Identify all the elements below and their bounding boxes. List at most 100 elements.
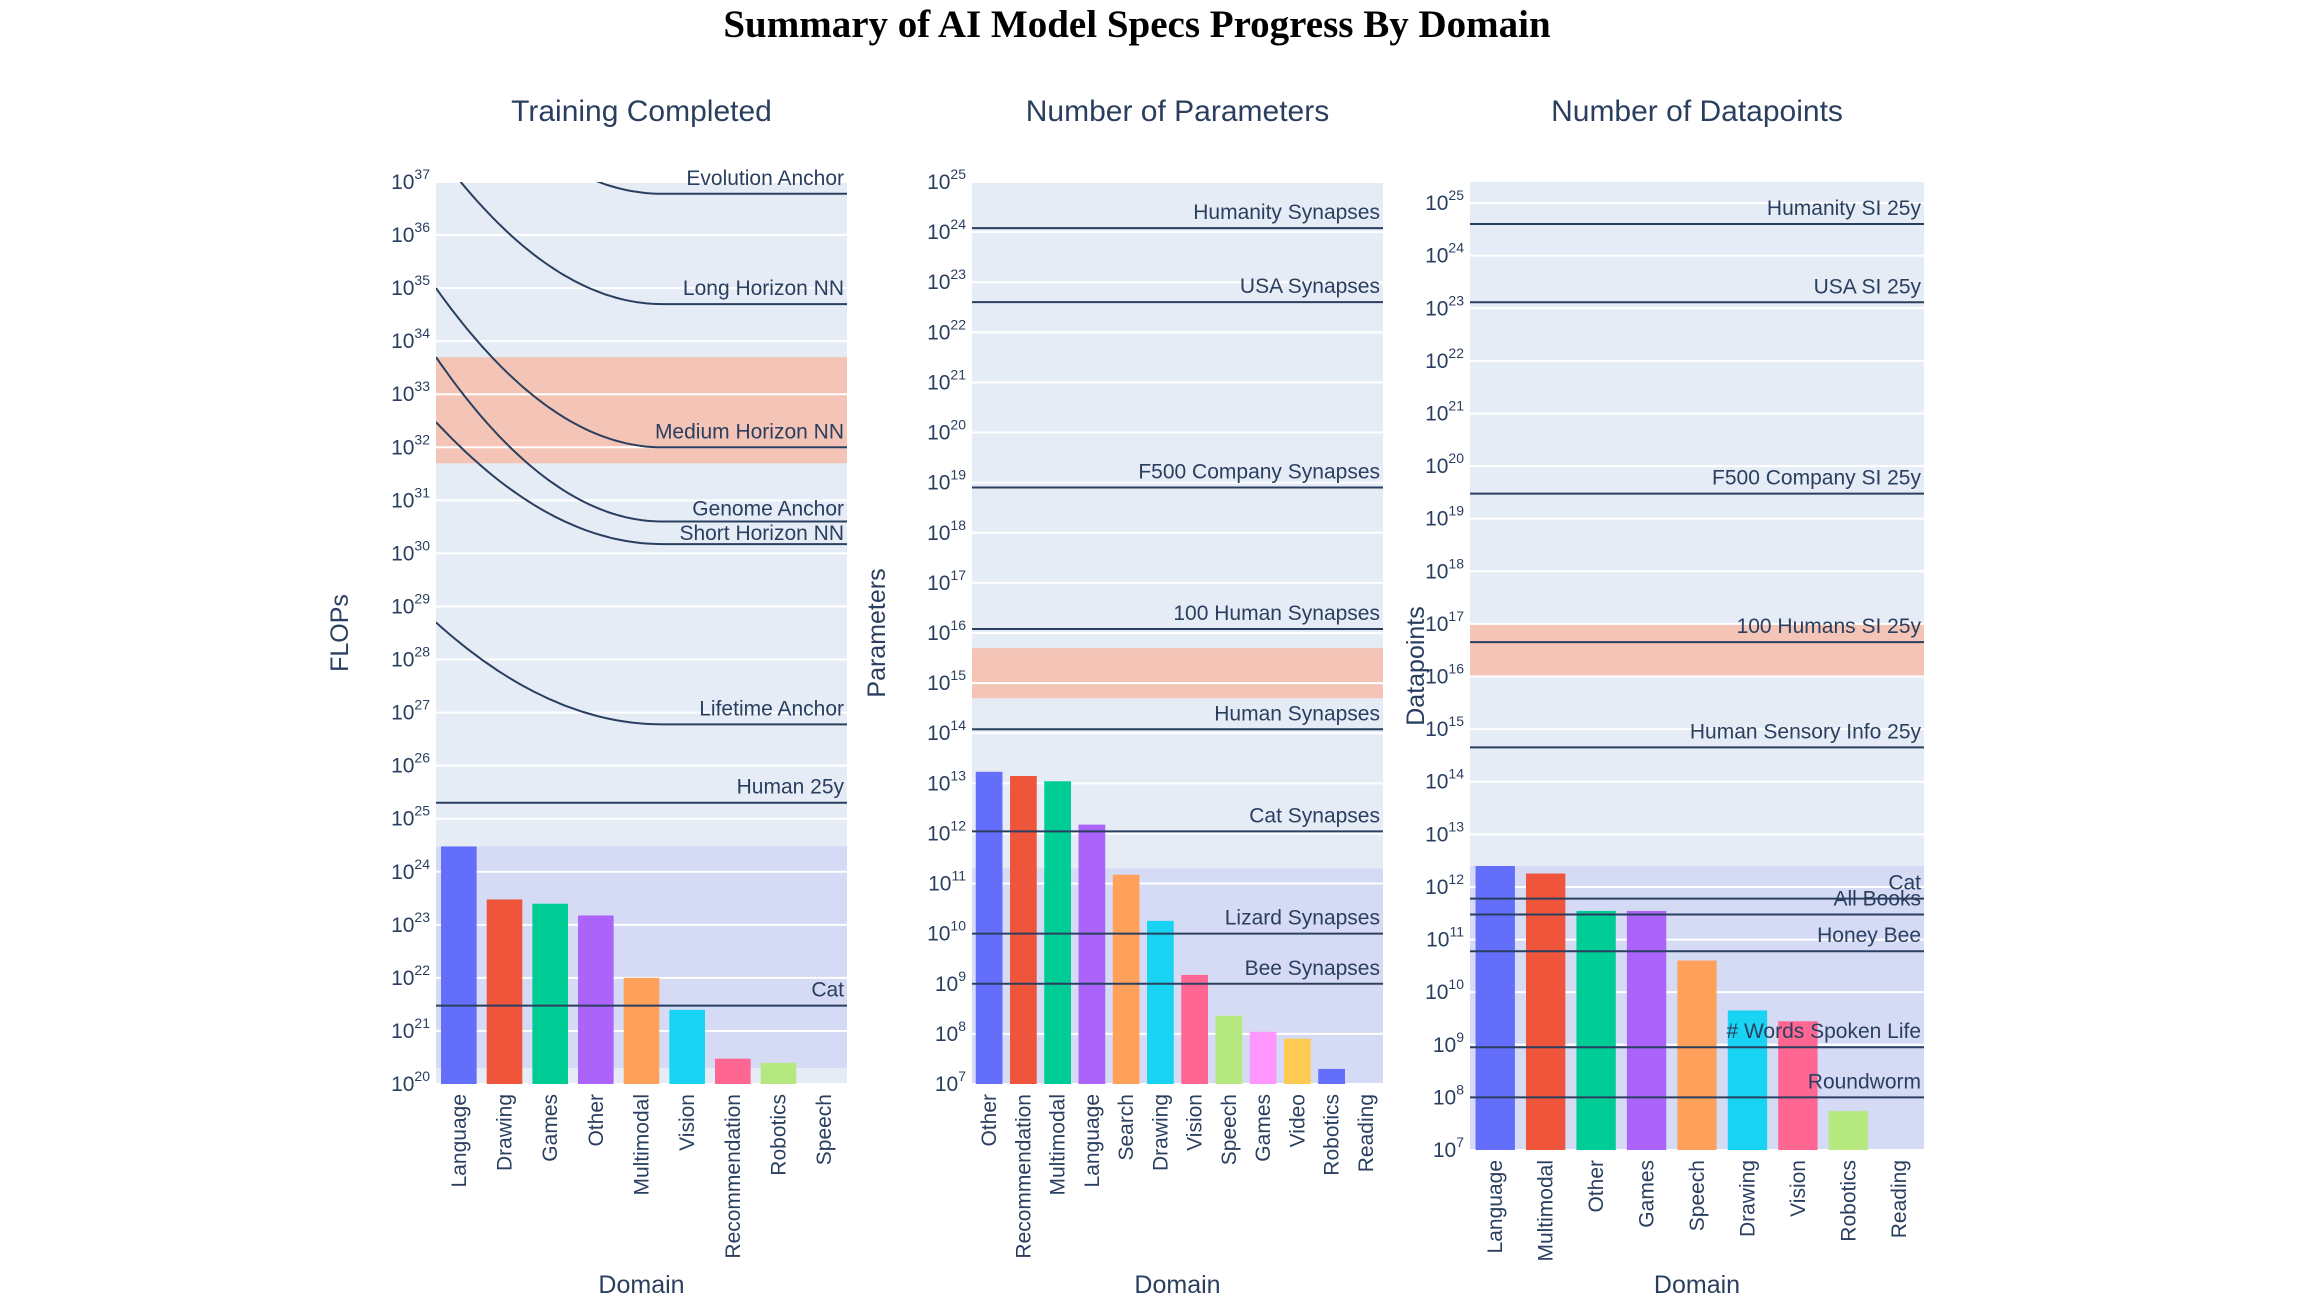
- curve-label: Medium Horizon NN: [655, 420, 844, 443]
- y-tick-label: 1025: [1425, 187, 1464, 215]
- bar-drawing: [486, 899, 523, 1084]
- y-tick-label: 1018: [1425, 555, 1464, 583]
- y-tick-label: 1023: [391, 909, 430, 937]
- anchor-curve: [436, 621, 847, 726]
- x-axis-title: Domain: [1654, 1271, 1740, 1299]
- y-tick-label: 1026: [391, 750, 430, 778]
- y-tick-label: 1019: [1425, 503, 1464, 531]
- bar-recommendation: [1010, 776, 1037, 1084]
- y-tick-label: 1037: [391, 166, 430, 194]
- bar-robotics: [1318, 1068, 1345, 1084]
- x-tick-label: Vision: [1184, 1094, 1207, 1151]
- y-tick-label: 1013: [927, 767, 966, 795]
- chart-panel-1: 1020 1021 1022 1023 1024 1025 1026 1027 1028 1029…: [326, 95, 847, 1299]
- reference-label: Lizard Synapses: [1225, 907, 1380, 930]
- bar-games: [1626, 910, 1667, 1150]
- reference-label: Humanity Synapses: [1193, 201, 1380, 224]
- reference-label: USA Synapses: [1240, 275, 1380, 298]
- anchor-curve: [436, 287, 847, 449]
- x-axis-title: Domain: [598, 1271, 684, 1299]
- y-tick-label: 1036: [391, 219, 430, 247]
- bar-other: [1576, 910, 1616, 1150]
- x-tick-label: Language: [1484, 1160, 1507, 1253]
- reference-label: F500 Company Synapses: [1138, 461, 1380, 484]
- reference-label: Honey Bee: [1817, 924, 1921, 947]
- shaded-band: [972, 648, 1383, 699]
- x-tick-label: Games: [539, 1094, 562, 1162]
- y-tick-label: 1027: [391, 697, 430, 725]
- x-tick-label: Games: [1636, 1160, 1659, 1228]
- bar-drawing: [1147, 920, 1174, 1084]
- x-tick-label: Multimodal: [631, 1094, 654, 1196]
- x-tick-label: Video: [1286, 1094, 1309, 1147]
- x-tick-label: Language: [1081, 1094, 1104, 1187]
- y-axis-title: Datapoints: [1402, 606, 1430, 726]
- bar-multimodal: [1525, 873, 1566, 1150]
- reference-label: Human Synapses: [1214, 702, 1380, 725]
- y-tick-label: 108: [1433, 1081, 1464, 1109]
- bar-language: [1475, 866, 1515, 1150]
- x-tick-label: Speech: [813, 1094, 836, 1165]
- y-tick-label: 1019: [927, 467, 966, 495]
- reference-label: 100 Humans SI 25y: [1737, 615, 1922, 638]
- reference-label: Roundworm: [1808, 1070, 1921, 1093]
- subplot-title: Number of Parameters: [1026, 95, 1329, 128]
- anchor-curve: [436, 421, 847, 546]
- bar-speech: [1677, 960, 1717, 1150]
- y-tick-label: 1021: [927, 366, 966, 394]
- anchor-curve: [459, 182, 847, 306]
- y-tick-label: 1015: [927, 667, 966, 695]
- x-tick-label: Robotics: [1321, 1094, 1344, 1176]
- anchor-curve: [595, 182, 847, 195]
- y-tick-label: 1020: [927, 417, 966, 445]
- x-tick-label: Multimodal: [1535, 1160, 1558, 1262]
- y-tick-label: 109: [935, 968, 966, 996]
- reference-label: # Words Spoken Life: [1726, 1020, 1921, 1043]
- reference-label: Cat: [1888, 872, 1921, 895]
- y-tick-label: 1022: [391, 962, 430, 990]
- y-tick-label: 1028: [391, 644, 430, 672]
- reference-label: Cat Synapses: [1249, 804, 1380, 827]
- y-tick-label: 1034: [391, 325, 430, 353]
- y-tick-label: 1023: [927, 266, 966, 294]
- x-tick-label: Vision: [1787, 1160, 1810, 1217]
- y-tick-label: 107: [1433, 1134, 1464, 1162]
- y-tick-label: 1030: [391, 537, 430, 565]
- anchor-curve: [436, 356, 847, 523]
- bar-vision: [669, 1009, 705, 1084]
- y-tick-label: 1011: [928, 868, 966, 896]
- y-tick-label: 1031: [391, 484, 430, 512]
- x-tick-label: Drawing: [1736, 1160, 1759, 1237]
- y-tick-label: 107: [935, 1068, 966, 1096]
- reference-label: Human Sensory Info 25y: [1690, 720, 1922, 743]
- y-tick-label: 1022: [1425, 345, 1464, 373]
- x-tick-label: Other: [1585, 1160, 1608, 1213]
- y-tick-label: 1021: [391, 1015, 430, 1043]
- x-tick-label: Games: [1252, 1094, 1275, 1162]
- x-axis-title: Domain: [1134, 1271, 1220, 1299]
- x-tick-label: Other: [585, 1094, 608, 1147]
- curve-label: Short Horizon NN: [679, 522, 844, 545]
- y-tick-label: 1024: [391, 856, 430, 884]
- bar-robotics: [760, 1062, 797, 1084]
- y-tick-label: 1014: [927, 717, 966, 745]
- reference-label: Human 25y: [737, 776, 845, 799]
- bar-region-band: [972, 868, 1383, 1084]
- y-tick-label: 1020: [1425, 450, 1464, 478]
- y-tick-label: 1012: [1425, 871, 1464, 899]
- reference-label: Cat: [811, 979, 844, 1002]
- bar-other: [578, 915, 614, 1084]
- x-tick-label: Speech: [1218, 1094, 1241, 1165]
- x-tick-label: Reading: [1355, 1094, 1378, 1172]
- bar-multimodal: [1044, 781, 1071, 1084]
- y-tick-label: 1024: [927, 216, 966, 244]
- y-tick-label: 1024: [1425, 240, 1464, 268]
- bar-robotics: [1828, 1111, 1869, 1150]
- bar-video: [1284, 1038, 1311, 1084]
- y-tick-label: 1021: [1425, 397, 1464, 425]
- reference-label: USA SI 25y: [1814, 275, 1922, 298]
- x-tick-label: Robotics: [1837, 1160, 1860, 1242]
- bar-search: [1112, 874, 1140, 1084]
- y-tick-label: 1016: [1425, 661, 1464, 689]
